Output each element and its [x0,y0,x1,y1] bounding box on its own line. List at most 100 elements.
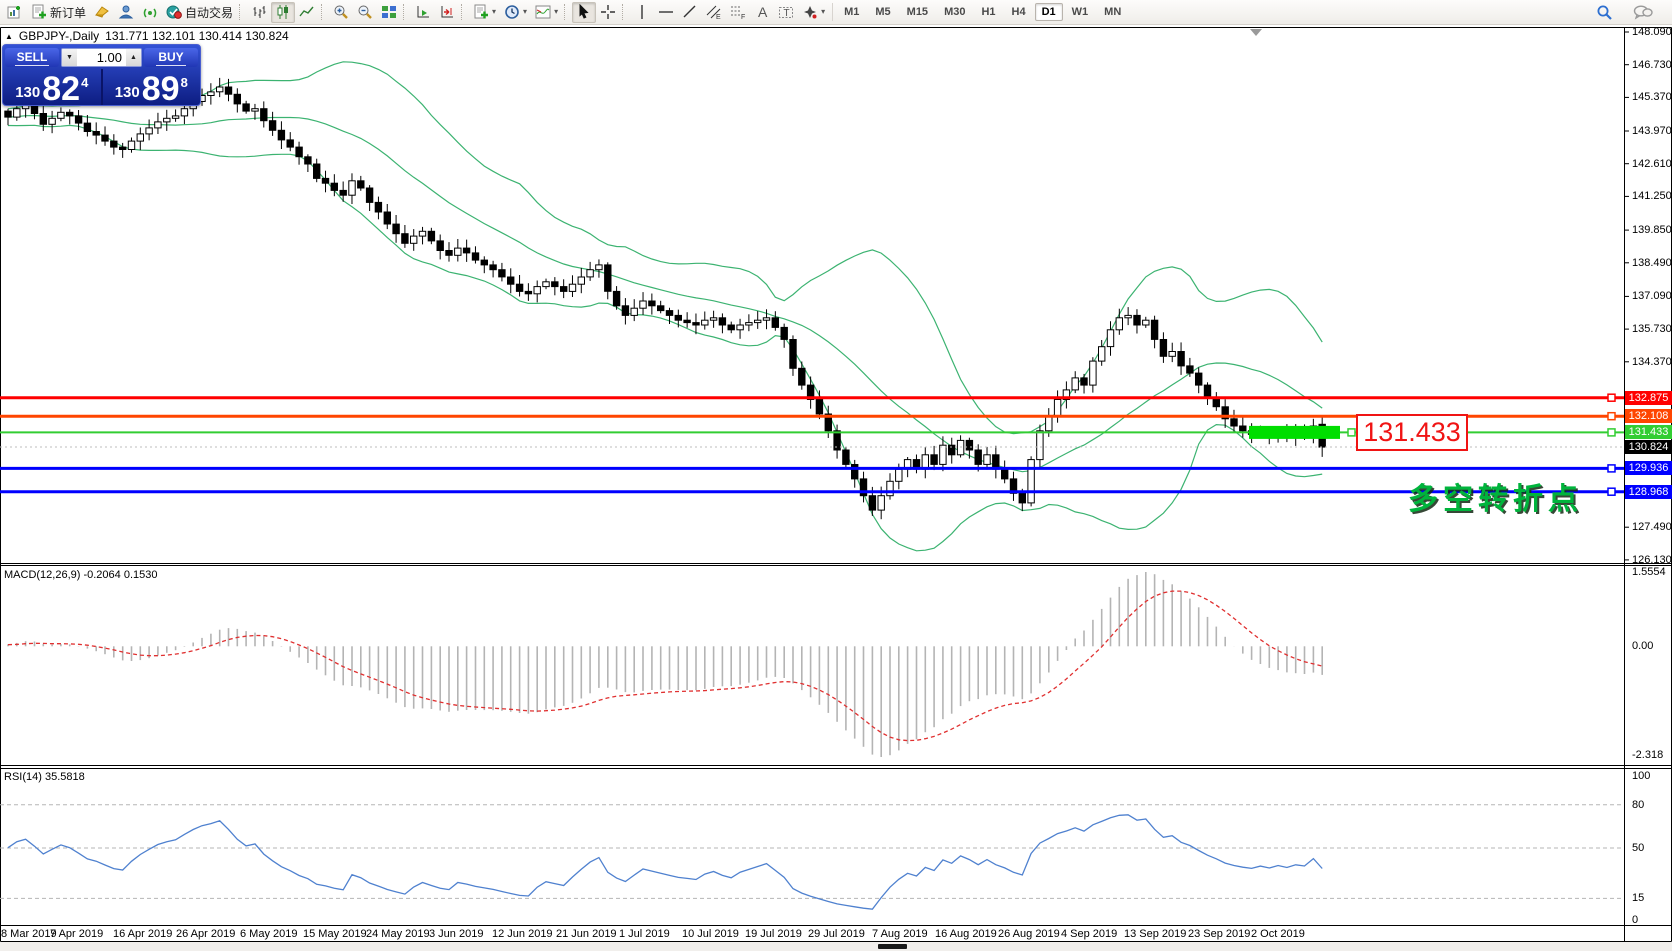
timeframe-button-m15[interactable]: M15 [906,6,929,18]
timeframe-button-d1[interactable]: D1 [1034,3,1063,21]
date-axis-label: 13 Sep 2019 [1124,928,1187,940]
horizontal-line-button[interactable] [654,2,678,23]
timeframe-button-m30[interactable]: M30 [944,6,966,18]
timeframe-button-m5[interactable]: M5 [875,6,891,18]
period-menu-button[interactable]: ▾ [500,2,531,23]
chart-shift-button[interactable] [435,2,459,23]
timeframe-button-w1[interactable]: W1 [1071,6,1089,18]
macd-axis-tick: -2.318 [1632,749,1664,761]
chart-scrollbar[interactable] [0,942,1672,951]
date-axis-label: 16 Aug 2019 [935,928,997,940]
crosshair-button[interactable] [596,2,620,23]
buy-button[interactable]: BUY [144,48,198,67]
date-axis-label: 19 Jul 2019 [745,928,802,940]
text-button[interactable]: A [750,2,774,23]
toolbar-grip [564,4,568,20]
price-callout-label[interactable]: 131.433 [1356,414,1468,451]
horizontal-line-icon [659,11,674,13]
vertical-line-button[interactable] [630,2,654,23]
buy-price-pip: 8 [180,75,188,90]
fibonacci-button[interactable]: F [726,2,750,23]
trendline-button[interactable] [678,2,702,23]
callout-anchor-square [1347,428,1356,437]
price-axis-tick: 148.090 [1632,26,1672,38]
date-axis-label: 7 Apr 2019 [50,928,104,940]
new-order-button[interactable]: 新订单 [27,2,90,23]
templates-menu-button[interactable]: ▾ [531,2,562,23]
svg-text:F: F [741,14,745,20]
line-chart-button[interactable] [295,2,319,23]
line-chart-icon [299,6,314,17]
date-axis-label: 2 Oct 2019 [1251,928,1305,940]
price-axis-tick: 146.730 [1632,59,1672,71]
search-button[interactable] [1592,2,1617,23]
mql-community-button[interactable] [90,2,114,23]
rsi-axis-tick: 100 [1632,770,1651,782]
sell-price-prefix: 130 [15,84,41,101]
mql-icon [95,6,109,18]
volume-decrease-button[interactable]: ▼ [62,49,77,66]
autotrading-button[interactable]: 自动交易 [162,2,237,23]
date-axis-label: 29 Jul 2019 [808,928,865,940]
buy-price: 130 89 8 [103,69,201,106]
bar-chart-button[interactable] [247,2,271,23]
channel-button[interactable]: E [702,2,726,23]
rsi-axis-tick: 0 [1632,914,1639,926]
cursor-icon [579,4,589,19]
timeframe-button-h1[interactable]: H1 [981,6,996,18]
horizontal-lines [0,393,1624,496]
text-label-button[interactable]: T [774,2,798,23]
signals-button[interactable] [138,2,162,23]
date-axis-label: 24 May 2019 [366,928,430,940]
symbol-name: GBPJPY-,Daily [18,29,100,43]
new-chart-button[interactable] [3,2,27,23]
sell-price-pip: 4 [81,75,89,90]
new-order-menu-button[interactable]: ▾ [469,2,500,23]
volume-field[interactable]: 1.00 [77,49,126,66]
cursor-button[interactable] [572,1,597,23]
volume-increase-button[interactable]: ▲ [126,49,141,66]
price-line-label: 129.936 [1625,461,1672,475]
date-axis-label: 8 Mar 2019 [1,928,57,940]
date-axis-label: 26 Apr 2019 [176,928,236,940]
price-axis-tick: 141.250 [1632,190,1672,202]
symbol-ohlc-values: 131.771 132.101 130.414 130.824 [105,29,289,43]
toolbar-grip [403,4,407,20]
text-label-icon: T [779,7,794,19]
crosshair-icon [601,5,616,19]
tile-windows-icon [382,6,397,18]
auto-scroll-button[interactable] [411,2,435,23]
sell-button[interactable]: SELL [5,48,59,67]
svg-text:E: E [716,14,721,20]
current-price-label: 130.824 [1625,440,1672,454]
rsi-levels [0,804,1624,899]
symbol-ohlc-line: ▲ GBPJPY-,Daily 131.771 132.101 130.414 … [5,29,289,43]
rsi-axis-tick: 80 [1632,799,1645,811]
timeframe-button-mn[interactable]: MN [1104,6,1122,18]
candlestick-button[interactable] [271,1,296,23]
caret-up-icon: ▲ [130,54,137,61]
timeframe-button-m1[interactable]: M1 [844,6,860,18]
zoom-out-button[interactable] [353,2,377,23]
chart-annotation-text[interactable]: 多空转折点 [1408,483,1583,516]
profile-button[interactable] [114,2,138,23]
scrollbar-handle[interactable] [878,944,907,949]
zoom-in-button[interactable] [329,2,353,23]
buy-price-prefix: 130 [114,84,140,101]
autotrading-label: 自动交易 [185,5,234,20]
rsi-axis-tick: 50 [1632,842,1645,854]
toolbar-right-icons [1592,2,1669,23]
arrows-button[interactable]: ▾ [798,2,829,23]
chat-button[interactable] [1629,2,1657,23]
one-click-top-row: SELL ▼ 1.00 ▲ BUY [3,45,200,68]
autotrading-icon [166,5,182,19]
rsi-line [7,814,1323,910]
price-line-label: 131.433 [1625,425,1672,439]
profile-icon [118,5,134,19]
trendline-highlight-bar [1249,425,1340,439]
tile-windows-button[interactable] [377,2,401,23]
svg-text:T: T [784,8,790,19]
timeframe-button-h4[interactable]: H4 [1011,6,1026,18]
buy-price-main: 89 [141,70,180,106]
